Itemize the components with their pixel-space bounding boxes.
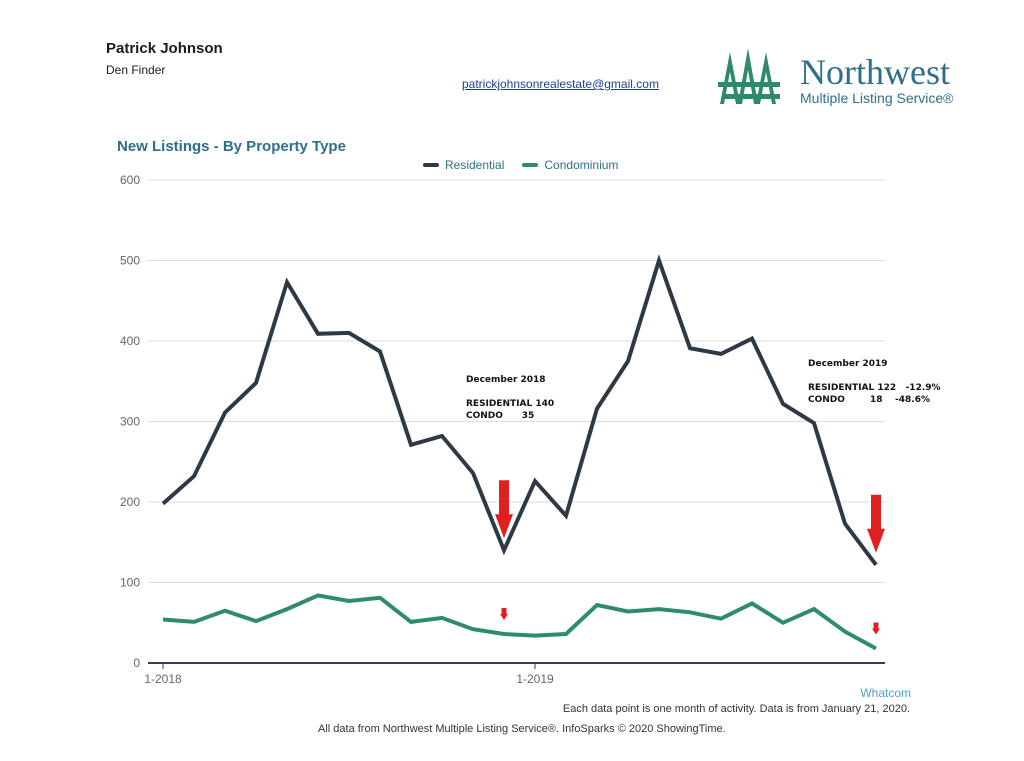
logo-subline: Multiple Listing Service® [800,90,954,106]
annotation-december-2018: December 2018 RESIDENTIAL 140 CONDO 35 [466,375,555,421]
agent-name: Patrick Johnson [106,40,223,57]
agent-email-link[interactable]: patrickjohnsonrealestate@gmail.com [462,77,659,91]
footer-note: Each data point is one month of activity… [562,703,910,715]
chart-legend: Residential Condominium [423,158,636,172]
agent-subtitle: Den Finder [106,63,166,77]
legend-item-condominium: Condominium [522,158,618,172]
y-tick-label: 300 [120,415,140,429]
down-arrow-icon [872,622,880,635]
y-tick-label: 400 [120,334,140,348]
series-line-condominium [162,593,877,651]
y-tick-label: 100 [120,576,140,590]
y-tick-label: 500 [120,254,140,268]
logo-wordmark: Northwest [800,52,950,92]
legend-label-residential: Residential [445,158,505,172]
annotation-december-2019: December 2019 RESIDENTIAL 122 -12.9% CON… [808,359,941,405]
series-line-residential [161,254,878,567]
legend-item-residential: Residential [423,158,504,172]
legend-swatch-residential [423,163,439,167]
x-tick-label: 1-2018 [144,672,182,686]
region-label: Whatcom [860,686,911,700]
x-tick-label: 1-2019 [516,672,554,686]
legend-swatch-condominium [522,163,539,167]
y-tick-label: 200 [120,495,140,509]
chart-title: New Listings - By Property Type [117,138,346,155]
down-arrow-icon [500,608,508,621]
y-tick-label: 0 [133,656,140,670]
tree-logo-icon [718,48,780,104]
y-tick-label: 600 [120,173,140,187]
footer-credit: All data from Northwest Multiple Listing… [318,723,726,735]
down-arrow-icon [867,494,885,553]
down-arrow-icon [495,480,513,539]
legend-label-condominium: Condominium [544,158,619,172]
